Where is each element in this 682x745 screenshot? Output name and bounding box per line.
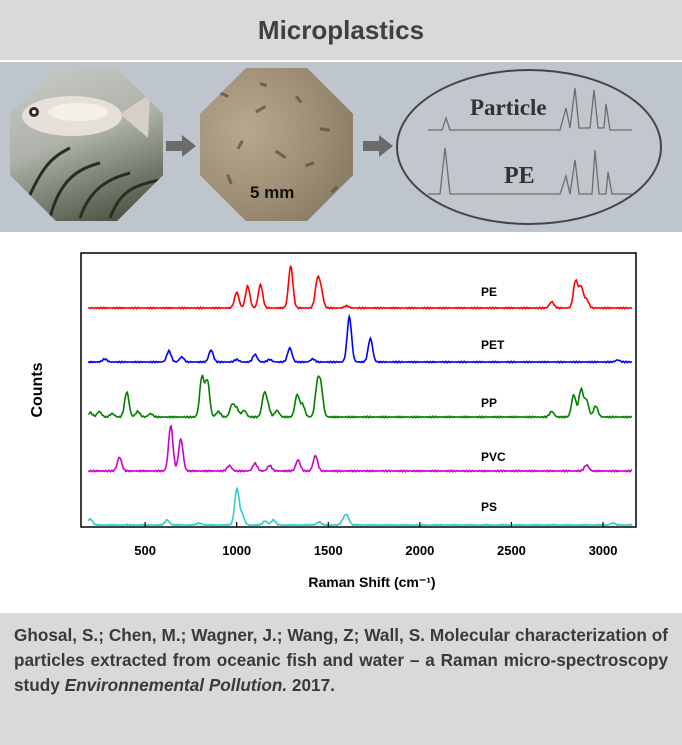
particle-label: Particle xyxy=(470,95,547,120)
x-tick-label-2000: 2000 xyxy=(405,543,434,558)
fish-illustration xyxy=(18,94,161,219)
fish-photo xyxy=(10,68,163,221)
plot-frame xyxy=(80,252,637,528)
scale-label: 5 mm xyxy=(250,183,295,202)
series-line-pe xyxy=(87,264,633,310)
series-line-pet xyxy=(87,313,633,364)
x-tick-label-2500: 2500 xyxy=(497,543,526,558)
header-bar: Microplastics xyxy=(0,0,682,62)
citation-year: 2017. xyxy=(291,675,335,695)
citation-journal: Environnemental Pollution. xyxy=(64,675,288,695)
x-tick-label-1000: 1000 xyxy=(222,543,251,558)
x-axis-label: Raman Shift (cm⁻¹) xyxy=(308,574,435,590)
series-label-ps: PS xyxy=(481,500,497,514)
page-title: Microplastics xyxy=(257,14,425,45)
series-label-pe: PE xyxy=(481,285,497,299)
x-tick-label-3000: 3000 xyxy=(589,543,618,558)
x-tick-label-1500: 1500 xyxy=(314,543,343,558)
spectrum-comparison xyxy=(396,69,662,225)
citation-title: Molecular characterization of particles … xyxy=(14,625,669,695)
series-line-pp xyxy=(88,374,633,420)
series-label-pp: PP xyxy=(481,396,497,410)
x-tick-label-500: 500 xyxy=(134,543,156,558)
citation-authors: Ghosal, S.; Chen, M.; Wagner, J.; Wang, … xyxy=(14,625,425,645)
citation-box xyxy=(0,613,682,745)
pe-reference-label: PE xyxy=(504,163,535,189)
series-label-pvc: PVC xyxy=(481,450,506,464)
series-line-pvc xyxy=(87,424,633,474)
arrow-right-icon xyxy=(166,135,196,157)
y-axis-label: Counts xyxy=(29,362,46,417)
series-label-pet: PET xyxy=(481,338,505,352)
mini-spectra xyxy=(428,87,632,195)
arrow-right-icon-2 xyxy=(363,135,393,157)
citation-text: Ghosal, S.; Chen, M.; Wagner, J.; Wang, … xyxy=(14,623,668,698)
particle-texture xyxy=(219,82,339,194)
series-line-ps xyxy=(87,486,633,527)
raman-chart: PE PET PP PVC PS 500 1000 1500 2000 2500 3000 Cou… xyxy=(29,252,637,590)
sediment-photo xyxy=(200,68,353,221)
